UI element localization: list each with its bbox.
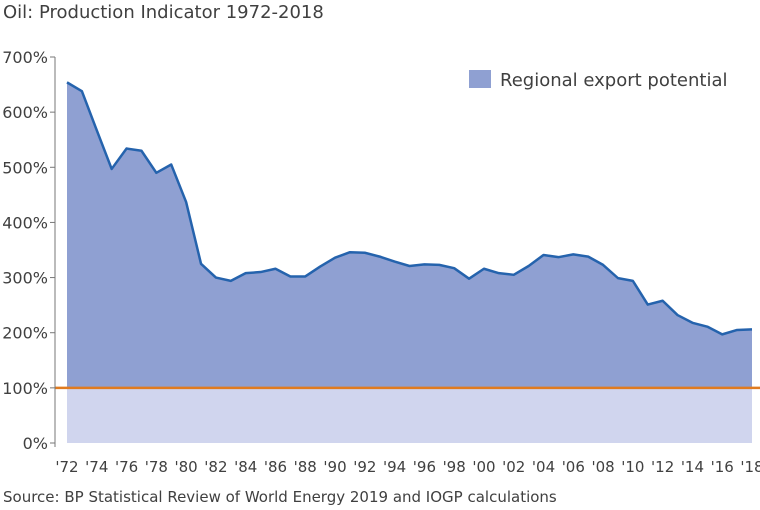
y-tick-label: 200%: [2, 324, 48, 343]
x-tick-label: '82: [204, 458, 227, 476]
chart-title: Oil: Production Indicator 1972-2018: [3, 2, 324, 23]
x-tick-label: '06: [562, 458, 585, 476]
x-tick-label: '18: [740, 458, 760, 476]
legend-swatch: [469, 70, 491, 88]
x-tick-label: '96: [413, 458, 436, 476]
x-tick-label: '92: [353, 458, 376, 476]
source-note: Source: BP Statistical Review of World E…: [3, 488, 557, 506]
y-tick-label: 300%: [2, 269, 48, 288]
y-tick-label: 700%: [2, 48, 48, 67]
x-tick-label: '14: [681, 458, 704, 476]
x-tick-label: '84: [234, 458, 257, 476]
y-tick-label: 0%: [23, 434, 48, 453]
x-tick-label: '12: [651, 458, 674, 476]
x-tick-label: '76: [115, 458, 138, 476]
y-tick-label: 400%: [2, 213, 48, 232]
x-tick-label: '02: [502, 458, 525, 476]
x-tick-label: '00: [472, 458, 495, 476]
x-tick-label: '04: [532, 458, 555, 476]
series-line: [66, 81, 753, 336]
x-tick-label: '86: [264, 458, 287, 476]
x-tick-label: '08: [591, 458, 614, 476]
x-tick-label: '72: [55, 458, 78, 476]
x-tick-label: '88: [294, 458, 317, 476]
y-tick-label: 600%: [2, 103, 48, 122]
series-area: [67, 82, 752, 388]
x-tick-label: '98: [443, 458, 466, 476]
x-tick-label: '78: [145, 458, 168, 476]
y-tick-label: 100%: [2, 379, 48, 398]
x-tick-label: '10: [621, 458, 644, 476]
x-tick-label: '16: [711, 458, 734, 476]
x-tick-label: '80: [175, 458, 198, 476]
below-reference-band: [67, 387, 752, 443]
y-tick-label: 500%: [2, 158, 48, 177]
x-tick-label: '90: [323, 458, 346, 476]
legend-label: Regional export potential: [500, 70, 727, 91]
x-tick-label: '74: [85, 458, 108, 476]
x-tick-label: '94: [383, 458, 406, 476]
